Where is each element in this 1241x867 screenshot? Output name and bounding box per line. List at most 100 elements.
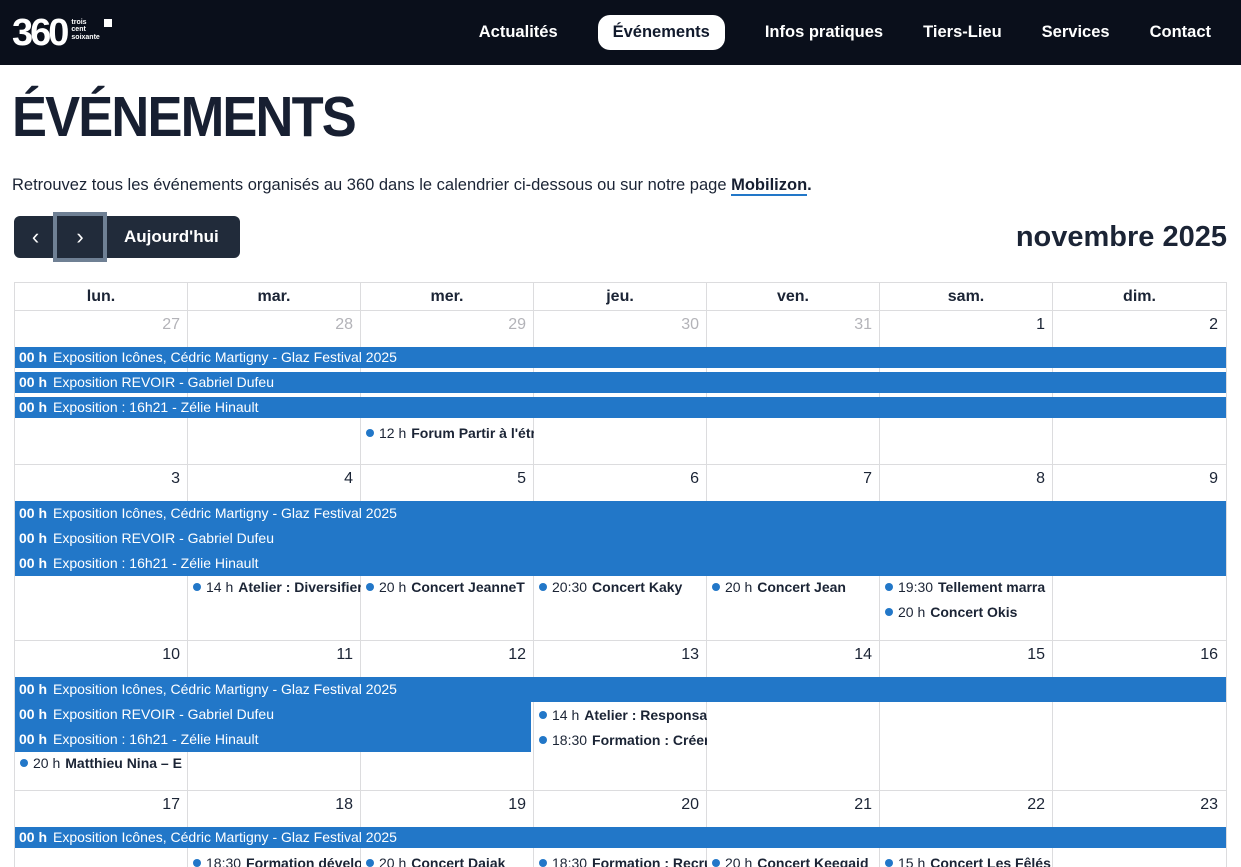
logo-tagline-line: cent xyxy=(71,26,86,33)
event-time: 00 h xyxy=(19,530,48,546)
day-number: 3 xyxy=(171,470,180,487)
event-dot-icon xyxy=(885,582,893,591)
allday-event-bar[interactable]: 00 h Exposition REVOIR - Gabriel Dufeu xyxy=(15,702,531,727)
day-number: 7 xyxy=(863,470,872,487)
calendar-week: 3 4 5 6 7 8 9 00 h Exposition Icônes, Cédric Mar… xyxy=(15,464,1226,640)
timed-event[interactable]: 18:30 Formation dévelo xyxy=(188,852,361,867)
nav-item-actualit-s[interactable]: Actualités xyxy=(478,23,558,41)
event-title: Exposition : 16h21 - Zélie Hinault xyxy=(53,555,259,571)
event-row: 00 h Exposition : 16h21 - Zélie Hinault xyxy=(15,397,1226,418)
timed-event[interactable]: 20 h Concert JeanneT xyxy=(361,576,534,597)
timed-event[interactable]: 18:30 Formation : Créer xyxy=(534,727,707,752)
event-row: 00 h Exposition Icônes, Cédric Martigny -… xyxy=(15,677,1226,702)
event-title: Exposition Icônes, Cédric Martigny - Gla… xyxy=(53,681,397,697)
allday-event-bar[interactable]: 00 h Exposition : 16h21 - Zélie Hinault xyxy=(15,727,531,752)
event-dot-icon xyxy=(712,582,720,591)
day-header: mar. xyxy=(188,283,361,310)
month-calendar: lun. mar. mer. jeu. ven. sam. dim. 27 28 29 30 31 1… xyxy=(14,282,1227,867)
allday-event-bar[interactable]: 00 h Exposition Icônes, Cédric Martigny -… xyxy=(15,677,1226,702)
chevron-right-icon: › xyxy=(76,224,84,249)
allday-event-bar[interactable]: 00 h Exposition REVOIR - Gabriel Dufeu xyxy=(15,372,1226,393)
day-header: dim. xyxy=(1123,287,1156,305)
logo-tagline-line: trois xyxy=(71,18,87,26)
event-dot-icon xyxy=(539,710,547,719)
page-title: ÉVÉNEMENTS xyxy=(12,85,357,149)
event-time: 14 h xyxy=(206,578,234,595)
timed-event[interactable]: 20 h Concert Okis xyxy=(880,601,1053,622)
day-number: 5 xyxy=(517,470,526,487)
allday-event-bar[interactable]: 00 h Exposition Icônes, Cédric Martigny -… xyxy=(15,501,1226,526)
timed-event[interactable]: 12 h Forum Partir à l'étr xyxy=(361,422,534,443)
event-row: 00 h Exposition : 16h21 - Zélie Hinault xyxy=(15,551,1226,576)
event-title: Concert Les Fêlés d xyxy=(930,854,1053,867)
event-title: Tellement marra xyxy=(938,578,1046,595)
event-dot-icon xyxy=(539,735,547,744)
event-time: 00 h xyxy=(19,374,48,390)
event-time: 12 h xyxy=(379,424,407,441)
day-number: 23 xyxy=(1200,796,1218,813)
today-button[interactable]: Aujourd'hui xyxy=(103,216,240,258)
main-nav: Actualités Événements Infos pratiques Tiers… xyxy=(479,15,1211,50)
nav-item-infos-pratiques[interactable]: Infos pratiques xyxy=(764,23,884,41)
timed-event[interactable]: 15 h Concert Les Fêlés d xyxy=(880,852,1053,867)
day-cell xyxy=(707,641,880,790)
event-time: 00 h xyxy=(19,555,48,571)
prev-month-button[interactable]: ‹ xyxy=(14,216,57,258)
calendar-week: 27 28 29 30 31 1 2 00 h Exposition Icônes, Cédri… xyxy=(15,310,1226,464)
event-title: Exposition : 16h21 - Zélie Hinault xyxy=(53,399,259,415)
event-time: 18:30 xyxy=(552,854,588,867)
event-row: 00 h Exposition Icônes, Cédric Martigny -… xyxy=(15,827,1226,848)
day-number: 17 xyxy=(162,796,180,813)
date-number-row: 27 28 29 30 31 1 2 xyxy=(15,311,1226,347)
day-number: 29 xyxy=(508,316,526,333)
top-navigation-bar: 360 trois cent soixante Actualités Événem… xyxy=(0,0,1241,65)
event-title: Concert JeanneT xyxy=(411,578,525,595)
timed-event[interactable]: 20 h Concert Keeqaid xyxy=(707,852,880,867)
nav-item-services[interactable]: Services xyxy=(1041,23,1110,41)
day-header: mer. xyxy=(361,283,534,310)
event-dot-icon xyxy=(885,607,893,616)
mobilizon-link[interactable]: Mobilizon xyxy=(731,176,808,196)
timed-event[interactable]: 14 h Atelier : Diversifier xyxy=(188,576,361,597)
timed-event[interactable]: 20 h Concert Jean xyxy=(707,576,880,597)
day-number: 8 xyxy=(1036,470,1045,487)
event-title: Exposition REVOIR - Gabriel Dufeu xyxy=(53,374,274,390)
timed-event[interactable]: 20:30 Concert Kaky xyxy=(534,576,707,597)
next-month-button[interactable]: › xyxy=(57,216,103,258)
event-time: 18:30 xyxy=(206,854,242,867)
timed-event[interactable]: 19:30 Tellement marra xyxy=(880,576,1053,597)
event-time: 00 h xyxy=(19,706,48,722)
day-number: 19 xyxy=(508,796,526,813)
timed-event[interactable]: 20 h Matthieu Nina – E xyxy=(15,752,188,773)
logo-360-text: 360 xyxy=(12,11,69,54)
allday-event-bar[interactable]: 00 h Exposition : 16h21 - Zélie Hinault xyxy=(15,551,1226,576)
day-number: 18 xyxy=(335,796,353,813)
nav-item-tiers-lieu[interactable]: Tiers-Lieu xyxy=(923,23,1002,41)
nav-item-contact[interactable]: Contact xyxy=(1149,23,1211,41)
allday-event-bar[interactable]: 00 h Exposition : 16h21 - Zélie Hinault xyxy=(15,397,1226,418)
event-time: 19:30 xyxy=(898,578,934,595)
day-header-row: lun. mar. mer. jeu. ven. sam. dim. xyxy=(15,283,1226,310)
timed-event[interactable]: 14 h Atelier : Responsa xyxy=(534,702,707,727)
page-header-section: ÉVÉNEMENTS Retrouvez tous les événements… xyxy=(0,85,1241,196)
day-cell xyxy=(534,641,707,790)
allday-event-bar[interactable]: 00 h Exposition REVOIR - Gabriel Dufeu xyxy=(15,526,1226,551)
timed-event[interactable]: 18:30 Formation : Recru xyxy=(534,852,707,867)
nav-item--v-nements[interactable]: Événements xyxy=(597,15,725,50)
event-time: 00 h xyxy=(19,349,48,365)
intro-text: Retrouvez tous les événements organisés … xyxy=(12,176,732,194)
date-number-row: 10 11 12 13 14 15 16 xyxy=(15,641,1226,677)
day-number: 12 xyxy=(508,646,526,663)
site-logo[interactable]: 360 trois cent soixante xyxy=(12,12,112,54)
event-time: 00 h xyxy=(19,731,48,747)
event-time: 00 h xyxy=(19,399,48,415)
event-row: 20 h Matthieu Nina – E xyxy=(15,752,1226,773)
event-time: 00 h xyxy=(19,829,48,845)
timed-event[interactable]: 20 h Concert Dajak xyxy=(361,852,534,867)
allday-event-bar[interactable]: 00 h Exposition Icônes, Cédric Martigny -… xyxy=(15,827,1226,848)
event-time: 20 h xyxy=(33,754,61,771)
day-number: 22 xyxy=(1027,796,1045,813)
day-number: 4 xyxy=(344,470,353,487)
logo-tagline-line: soixante xyxy=(71,33,100,41)
allday-event-bar[interactable]: 00 h Exposition Icônes, Cédric Martigny -… xyxy=(15,347,1226,368)
